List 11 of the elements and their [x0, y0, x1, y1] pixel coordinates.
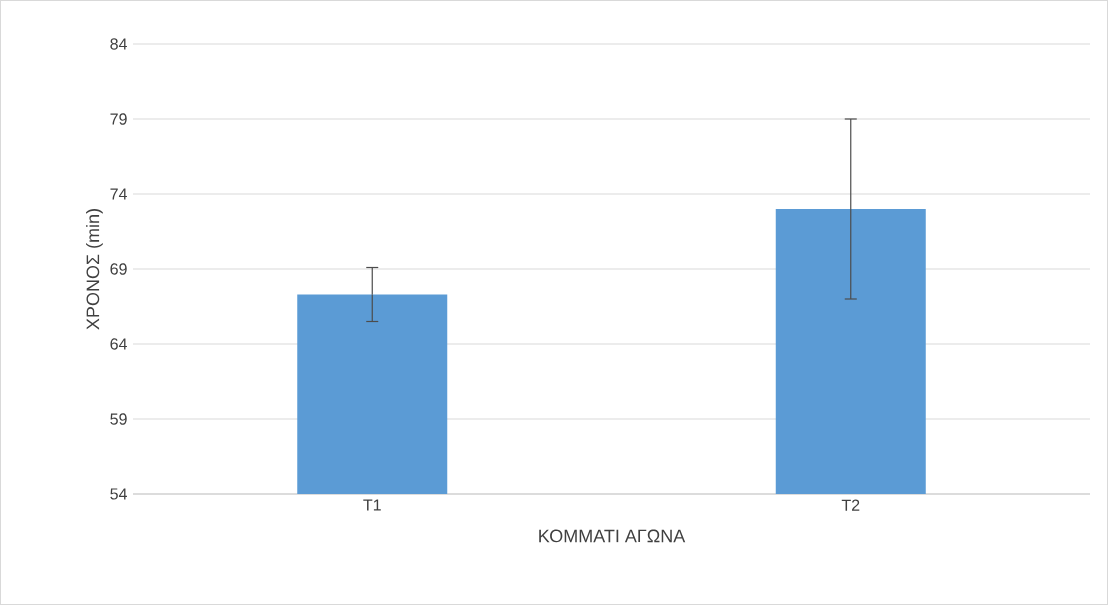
- y-tick-label: 54: [110, 488, 127, 500]
- y-tick-label: 69: [110, 263, 127, 275]
- y-tick-label: 84: [110, 38, 127, 50]
- x-tick-label: T2: [841, 499, 860, 511]
- y-tick-label: 74: [110, 188, 127, 200]
- x-tick-label: T1: [363, 499, 381, 511]
- y-tick-label: 59: [110, 413, 127, 425]
- y-axis-title: ΧΡΟΝΟΣ (min): [86, 209, 103, 330]
- y-tick-label: 64: [110, 338, 127, 350]
- x-axis-title: ΚΟΜΜΑΤΙ ΑΓΩΝΑ: [539, 529, 686, 543]
- y-tick-label: 79: [110, 113, 127, 125]
